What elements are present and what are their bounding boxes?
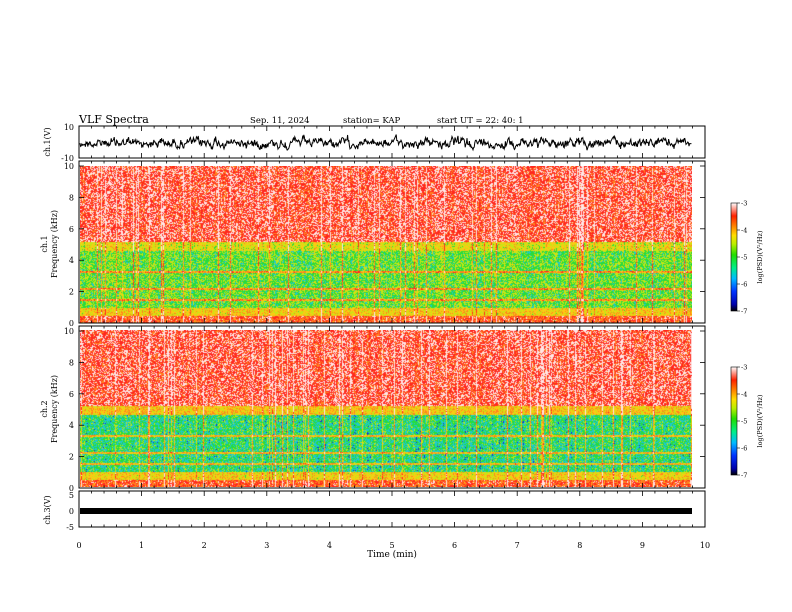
- start-time-label: start UT = 22: 40: 1: [437, 116, 524, 126]
- ch1-ytick-bottom: -10: [61, 154, 74, 163]
- ch2-spectrogram-ytick-label: 0: [69, 484, 74, 493]
- ch1-colorbar-label: log(PSD)(V²/Hz): [756, 230, 764, 283]
- ch1-colorbar-tick-label: -7: [741, 308, 747, 316]
- ch2-colorbar-tick-label: -7: [741, 472, 747, 480]
- ch2-frequency-label: Frequency (kHz): [50, 375, 59, 443]
- ch2-spectrogram-ytick-label: 2: [69, 453, 74, 462]
- ch1-colorbar-tick-label: -6: [741, 281, 747, 289]
- time-tick-label: 6: [452, 541, 457, 550]
- ch1-spectrogram-image: [80, 166, 692, 323]
- time-tick-label: 4: [327, 541, 332, 550]
- ch3-ytick-top: 5: [69, 491, 74, 500]
- time-axis-label: Time (min): [367, 549, 417, 560]
- ch2-spectrogram-ytick-label: 8: [69, 358, 74, 367]
- ch2-channel-label: ch.2: [40, 400, 49, 417]
- ch1-spectrogram-ytick-label: 10: [64, 162, 74, 171]
- time-tick-label: 9: [640, 541, 645, 550]
- time-tick-label: 0: [76, 541, 81, 550]
- ch1-channel-label: ch.1: [40, 235, 49, 252]
- time-tick-label: 7: [515, 541, 520, 550]
- date-label: Sep. 11, 2024: [250, 116, 310, 126]
- ch1-waveform-panel: 10 -10 ch.1(V): [43, 123, 706, 163]
- time-tick-label: 10: [700, 541, 710, 550]
- ch2-colorbar-tick-label: -3: [741, 364, 747, 372]
- ch1-colorbar-tick-label: -5: [741, 254, 747, 262]
- time-tick-label: 5: [389, 541, 394, 550]
- ch1-ytick-top: 10: [64, 123, 74, 132]
- ch2-spectrogram-ytick-label: 4: [69, 421, 74, 430]
- time-tick-label: 1: [139, 541, 144, 550]
- time-tick-label: 2: [202, 541, 207, 550]
- ch2-spectrogram-ytick-label: 6: [69, 390, 74, 399]
- ch3-ytick-middle: 0: [69, 507, 74, 516]
- ch2-spectrogram-ytick-label: 10: [64, 327, 74, 336]
- ch1-spectrogram-ytick-label: 0: [69, 319, 74, 328]
- ch1-spectrogram-ytick-label: 2: [69, 288, 74, 297]
- ch2-colorbar-tick-label: -6: [741, 445, 747, 453]
- ch2-colorbar: [730, 366, 738, 476]
- ch1-spectrogram-ytick-label: 8: [69, 193, 74, 202]
- ch1-spectrogram-ytick-label: 6: [69, 225, 74, 234]
- ch2-colorbar-tick-label: -4: [741, 391, 747, 399]
- ch1-waveform-ylabel: ch.1(V): [43, 127, 52, 156]
- ch3-trace: [80, 508, 692, 514]
- ch1-colorbar: [730, 202, 738, 312]
- ch1-colorbar-tick-label: -4: [741, 227, 747, 235]
- ch3-waveform-panel: 5 0 -5 ch.3(V) 0 1 2 3 4 5 6 7 8 9 10 Time (min): [43, 490, 710, 560]
- ch2-colorbar-tick-label: -5: [741, 418, 747, 426]
- ch3-waveform-ylabel: ch.3(V): [43, 495, 52, 524]
- figure-title: VLF Spectra: [78, 113, 149, 126]
- ch1-trace: [79, 134, 692, 152]
- time-tick-label: 8: [577, 541, 582, 550]
- ch3-ytick-bottom: -5: [66, 523, 74, 532]
- station-label: station= KAP: [343, 116, 401, 126]
- ch1-frequency-label: Frequency (kHz): [50, 210, 59, 278]
- time-tick-label: 3: [264, 541, 269, 550]
- ch1-spectrogram-ytick-label: 4: [69, 256, 74, 265]
- ch1-colorbar-tick-label: -3: [741, 200, 747, 208]
- ch2-spectrogram-image: [80, 330, 692, 487]
- ch2-colorbar-label: log(PSD)(V²/Hz): [756, 394, 764, 447]
